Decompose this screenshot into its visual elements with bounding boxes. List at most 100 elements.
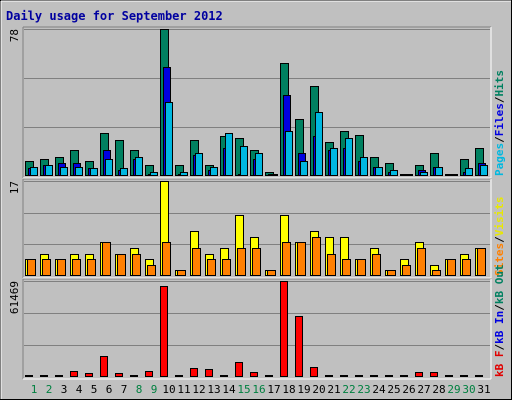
legend-separator: /	[493, 136, 506, 143]
bar-sites-day-13	[207, 259, 216, 276]
bar-pages-day-4	[75, 167, 83, 176]
legend-entry-pages: Pages	[493, 143, 506, 176]
legend-entry-files: Files	[493, 103, 506, 136]
bar-kb-f-day-30	[460, 375, 468, 377]
bar-pages-day-2	[45, 165, 53, 176]
bar-kb-f-day-25	[385, 375, 393, 377]
legend-separator: /	[493, 236, 506, 243]
bar-kb-f-day-11	[175, 375, 183, 377]
x-tick-label-day-17: 17	[267, 383, 280, 396]
x-tick-label-day-25: 25	[387, 383, 400, 396]
bar-kb-f-day-19	[295, 316, 303, 377]
bar-sites-day-26	[402, 265, 411, 276]
bar-pages-day-25	[390, 170, 398, 176]
bar-pages-day-8	[135, 157, 143, 176]
bar-pages-day-5	[90, 168, 98, 176]
chart-title: Daily usage for September 2012	[6, 9, 223, 23]
legend-entry-kb-out: kB Out	[493, 264, 506, 304]
x-tick-label-day-22: 22	[342, 383, 355, 396]
bar-pages-day-12	[195, 153, 203, 176]
bar-sites-day-6	[102, 242, 111, 276]
x-tick-label-day-10: 10	[162, 383, 175, 396]
bar-pages-day-7	[120, 168, 128, 176]
bar-sites-day-5	[87, 259, 96, 276]
y-max-label-kbytes: 61469	[8, 281, 21, 314]
x-tick-label-day-11: 11	[177, 383, 190, 396]
bar-pages-day-28	[435, 167, 443, 176]
y-max-label-hits-files-pages: 78	[8, 29, 21, 42]
panel-kbytes: 61469 kB F/kB In/kB Out	[8, 264, 506, 380]
x-tick-label-day-12: 12	[192, 383, 205, 396]
bar-pages-day-13	[210, 167, 218, 176]
bar-sites-day-17	[267, 270, 276, 276]
plot-area-kbytes	[23, 279, 491, 379]
bar-kb-f-day-15	[235, 362, 243, 377]
bar-kb-f-day-29	[445, 375, 453, 377]
bar-sites-day-4	[72, 259, 81, 276]
legend-separator: /	[493, 96, 506, 103]
x-tick-label-day-14: 14	[222, 383, 236, 396]
bar-pages-day-24	[375, 167, 383, 176]
bar-kb-f-day-12	[190, 368, 198, 377]
bar-pages-day-30	[465, 168, 473, 176]
x-tick-label-day-1: 1	[31, 383, 38, 396]
x-tick-label-day-8: 8	[136, 383, 143, 396]
legend-entry-visits: Visits	[493, 197, 506, 237]
bar-pages-day-26	[405, 174, 413, 176]
x-tick-label-day-30: 30	[462, 383, 475, 396]
legend-visits-sites: Sites/Visits	[493, 197, 506, 277]
x-tick-label-day-29: 29	[447, 383, 460, 396]
bar-sites-day-19	[297, 242, 306, 276]
bar-sites-day-31	[477, 248, 486, 276]
legend-kbytes: kB F/kB In/kB Out	[493, 264, 506, 377]
bar-kb-f-day-28	[430, 372, 438, 377]
legend-separator: /	[493, 304, 506, 311]
bar-pages-day-10	[165, 102, 173, 176]
x-tick-label-day-13: 13	[207, 383, 220, 396]
bar-kb-f-day-4	[70, 371, 78, 377]
x-tick-label-day-24: 24	[372, 383, 386, 396]
bar-sites-day-14	[222, 259, 231, 276]
bar-kb-f-day-27	[415, 372, 423, 377]
bar-pages-day-1	[30, 167, 38, 176]
bar-kb-f-day-16	[250, 372, 258, 377]
x-tick-label-day-19: 19	[297, 383, 310, 396]
bar-pages-day-31	[480, 165, 488, 176]
bar-sites-day-21	[327, 254, 336, 276]
x-tick-label-day-27: 27	[417, 383, 430, 396]
bars-hits-files-pages	[25, 29, 488, 176]
bar-sites-day-27	[417, 248, 426, 276]
legend-entry-kb-f: kB F	[493, 351, 506, 378]
bar-sites-day-7	[117, 254, 126, 276]
x-tick-label-day-9: 9	[151, 383, 158, 396]
bar-sites-day-29	[447, 259, 456, 276]
bar-sites-day-1	[27, 259, 36, 276]
bar-kb-f-day-21	[325, 375, 333, 377]
bar-sites-day-28	[432, 270, 441, 276]
x-tick-label-day-5: 5	[91, 383, 98, 396]
bar-sites-day-23	[357, 259, 366, 276]
bar-pages-day-19	[300, 161, 308, 176]
bar-kb-f-day-7	[115, 373, 123, 377]
x-tick-label-day-23: 23	[357, 383, 370, 396]
bar-sites-day-25	[387, 270, 396, 276]
bar-pages-day-6	[105, 159, 113, 176]
bar-kb-f-day-18	[280, 281, 288, 377]
bar-kb-f-day-10	[160, 286, 168, 377]
bar-sites-day-3	[57, 259, 66, 276]
x-tick-label-day-7: 7	[121, 383, 128, 396]
bar-sites-day-24	[372, 254, 381, 276]
bar-pages-day-23	[360, 157, 368, 176]
bar-sites-day-9	[147, 265, 156, 276]
bar-kb-f-day-14	[220, 375, 228, 377]
x-tick-label-day-28: 28	[432, 383, 445, 396]
x-tick-label-day-18: 18	[282, 383, 295, 396]
bar-kb-f-day-31	[475, 375, 483, 377]
legend-separator: /	[493, 344, 506, 351]
bar-pages-day-17	[270, 174, 278, 176]
y-max-label-visits-sites: 17	[8, 181, 21, 194]
bar-sites-day-10	[162, 242, 171, 276]
bar-sites-day-18	[282, 242, 291, 276]
